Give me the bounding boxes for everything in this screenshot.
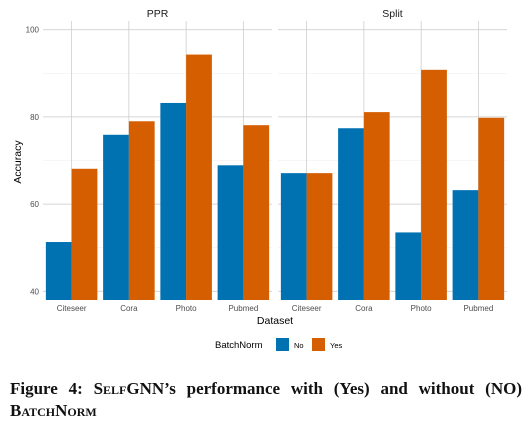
caption-middle: ’s performance with (Yes) and without (N…: [164, 379, 522, 398]
legend-label-yes: Yes: [330, 341, 342, 350]
x-tick-label: Cora: [120, 304, 138, 313]
bar-no-cora: [103, 134, 129, 300]
bar-yes-cora: [128, 121, 155, 300]
y-tick-label: 60: [30, 200, 39, 209]
bar-yes-citeseer: [306, 173, 333, 300]
bar-yes-photo: [186, 54, 212, 301]
caption-method-name: SelfGNN: [93, 379, 165, 398]
figure-caption: Figure 4: SelfGNN’s performance with (Ye…: [10, 378, 522, 422]
caption-term: BatchNorm: [10, 401, 97, 420]
bar-yes-photo: [421, 69, 447, 300]
x-tick-label: Pubmed: [228, 304, 258, 313]
bar-yes-citeseer: [71, 168, 98, 300]
x-axis-title: Dataset: [257, 315, 293, 327]
y-tick-label: 100: [26, 26, 40, 35]
bar-no-photo: [160, 102, 187, 300]
x-tick-label: Citeseer: [57, 304, 87, 313]
x-tick-label: Photo: [411, 304, 432, 313]
bar-no-citeseer: [45, 242, 72, 300]
legend-swatch-no: [276, 338, 289, 351]
x-tick-label: Citeseer: [292, 304, 322, 313]
x-tick-label: Pubmed: [463, 304, 493, 313]
y-axis-title: Accuracy: [12, 140, 24, 184]
panel-title: PPR: [147, 8, 169, 20]
legend-label-no: No: [294, 341, 304, 350]
caption-prefix: Figure 4:: [10, 379, 94, 398]
x-tick-label: Photo: [176, 304, 197, 313]
bar-no-pubmed: [452, 190, 479, 300]
panel-title: Split: [382, 8, 403, 20]
bar-yes-cora: [363, 112, 390, 301]
legend-swatch-yes: [312, 338, 325, 351]
y-tick-label: 40: [30, 287, 39, 296]
chart: PPR Citeseer Cora Photo Pubmed Split Citeseer C…: [12, 8, 507, 351]
legend-title: BatchNorm: [215, 340, 263, 351]
bar-yes-pubmed: [478, 117, 505, 300]
bar-no-photo: [395, 232, 422, 300]
bar-no-citeseer: [280, 173, 307, 300]
x-tick-label: Cora: [355, 304, 373, 313]
bar-no-pubmed: [217, 165, 244, 300]
bar-yes-pubmed: [243, 125, 270, 301]
y-tick-label: 80: [30, 113, 39, 122]
bar-no-cora: [338, 128, 364, 300]
